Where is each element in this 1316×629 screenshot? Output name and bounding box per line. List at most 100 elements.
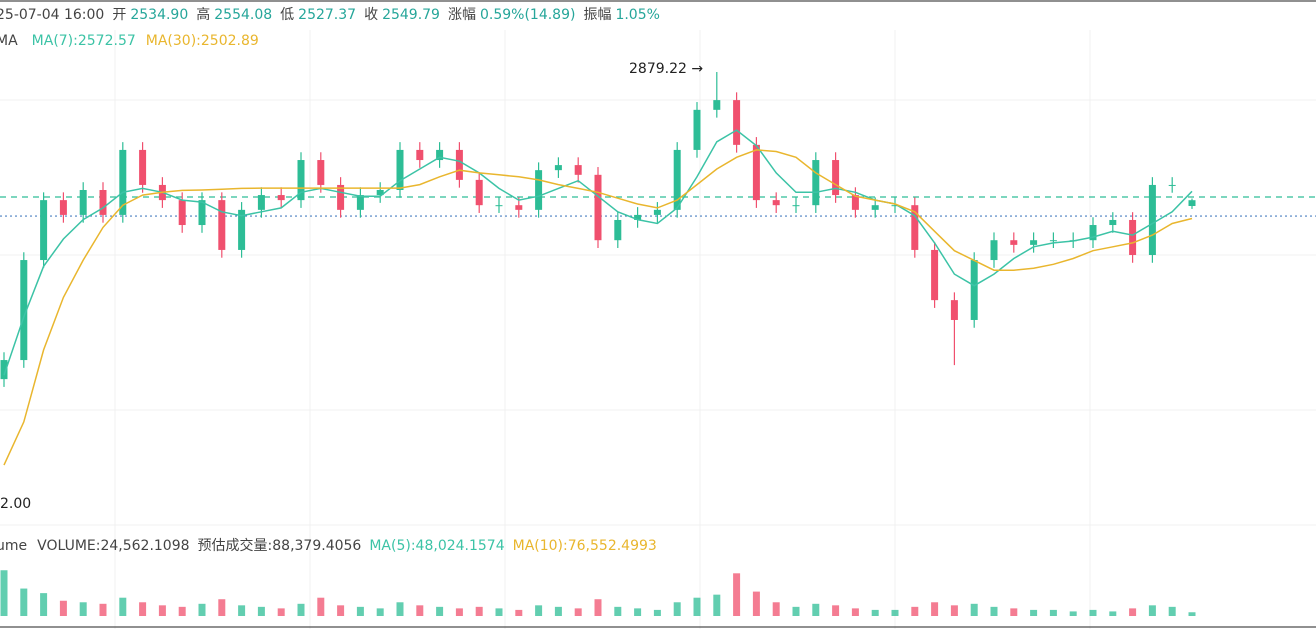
volume-bar xyxy=(218,599,226,616)
candle-body xyxy=(851,195,859,210)
candle-body xyxy=(515,205,523,210)
volume-bar xyxy=(198,603,206,616)
info-label: 开 xyxy=(112,7,126,23)
volume-bar xyxy=(614,606,622,616)
volume-bar xyxy=(337,605,345,616)
volume-bar xyxy=(594,599,602,616)
ma-title: MA xyxy=(0,33,18,49)
volume-bar xyxy=(1049,609,1057,616)
candle-body xyxy=(812,160,820,206)
info-label: 振幅 xyxy=(583,7,611,23)
candle-body xyxy=(554,165,562,171)
volume-legend: 预估成交量:88,379.4056 xyxy=(198,537,362,554)
candle-body xyxy=(1049,240,1057,242)
candle-body xyxy=(337,184,345,210)
candle-body xyxy=(574,165,582,175)
volume-bar xyxy=(99,603,107,616)
volume-bar xyxy=(139,602,147,616)
info-value: 2527.37 xyxy=(298,7,356,23)
info-value: 2549.79 xyxy=(382,7,440,23)
volume-bar xyxy=(1069,611,1077,616)
volume-bar xyxy=(832,605,840,616)
candle-body xyxy=(1089,225,1097,241)
candle-body xyxy=(79,190,87,215)
candle-body xyxy=(0,360,8,380)
volume-bar xyxy=(535,605,543,616)
info-label: 涨幅 xyxy=(448,7,476,23)
volume-bar xyxy=(990,606,998,616)
candle-body xyxy=(752,144,760,201)
volume-legend: MA(5):48,024.1574 xyxy=(369,538,504,554)
volume-bar xyxy=(475,606,483,616)
volume-bar xyxy=(1129,608,1137,616)
candle-body xyxy=(1030,240,1038,245)
volume-bar xyxy=(673,602,681,616)
volume-bar xyxy=(1148,605,1156,616)
volume-bar xyxy=(1109,611,1117,616)
candle-body xyxy=(139,149,147,185)
candle-body xyxy=(218,200,226,250)
volume-bar xyxy=(0,570,8,616)
volume-bar xyxy=(178,606,186,616)
info-value: 2534.90 xyxy=(130,7,188,23)
candle-body xyxy=(990,240,998,261)
volume-bar xyxy=(871,609,879,616)
info-value: 2554.08 xyxy=(214,7,272,23)
volume-bar xyxy=(634,608,642,616)
candle-body xyxy=(198,200,206,226)
candle-body xyxy=(1010,240,1018,245)
grid xyxy=(0,30,1316,629)
candle-body xyxy=(277,195,285,201)
candle-body xyxy=(713,100,721,110)
candle-body xyxy=(99,190,107,215)
volume-bar xyxy=(396,602,404,616)
candle-body xyxy=(535,170,543,210)
candle-body xyxy=(693,109,701,150)
volume-bar xyxy=(733,573,741,616)
candle-body xyxy=(119,149,127,215)
candle-body xyxy=(970,260,978,320)
candle-body xyxy=(40,200,48,261)
volume-bar xyxy=(891,609,899,616)
candle-body xyxy=(59,200,67,215)
info-date: 25-07-04 16:00 xyxy=(0,7,104,23)
volume-bar xyxy=(119,597,127,616)
candle-body xyxy=(792,205,800,207)
candle-body xyxy=(297,160,305,201)
candle-body xyxy=(238,209,246,250)
candle-body xyxy=(871,205,879,210)
candle-body xyxy=(20,260,28,361)
candle-body xyxy=(594,174,602,241)
ma-line xyxy=(3,129,1193,376)
candle-body xyxy=(772,200,780,206)
volume-legend: MA(10):76,552.4993 xyxy=(513,538,657,554)
info-label: 高 xyxy=(196,6,210,23)
candle-body xyxy=(455,149,463,180)
volume-bar xyxy=(1089,609,1097,616)
volume-bar xyxy=(1010,608,1018,616)
candle-body xyxy=(495,205,503,207)
info-label: 低 xyxy=(280,7,294,23)
volume-bar xyxy=(752,591,760,616)
candle-body xyxy=(1148,184,1156,255)
volume-bar xyxy=(970,603,978,616)
candle-body xyxy=(178,200,186,226)
volume-bar xyxy=(772,602,780,616)
candle-body xyxy=(396,149,404,191)
candle-body xyxy=(1168,184,1176,186)
info-label: 收 xyxy=(364,7,378,23)
candle-body xyxy=(356,195,364,210)
volume-bar xyxy=(257,606,265,616)
volume-bar xyxy=(792,606,800,616)
volume-bar xyxy=(812,603,820,616)
volume-bar xyxy=(20,588,28,616)
volume-bar xyxy=(495,608,503,616)
candle-body xyxy=(436,149,444,161)
volume-bar xyxy=(1168,606,1176,616)
volume-bar xyxy=(416,605,424,616)
volume-bar xyxy=(1030,609,1038,616)
candle-body xyxy=(950,300,958,320)
volume-legend: VOLUME:24,562.1098 xyxy=(37,538,189,554)
